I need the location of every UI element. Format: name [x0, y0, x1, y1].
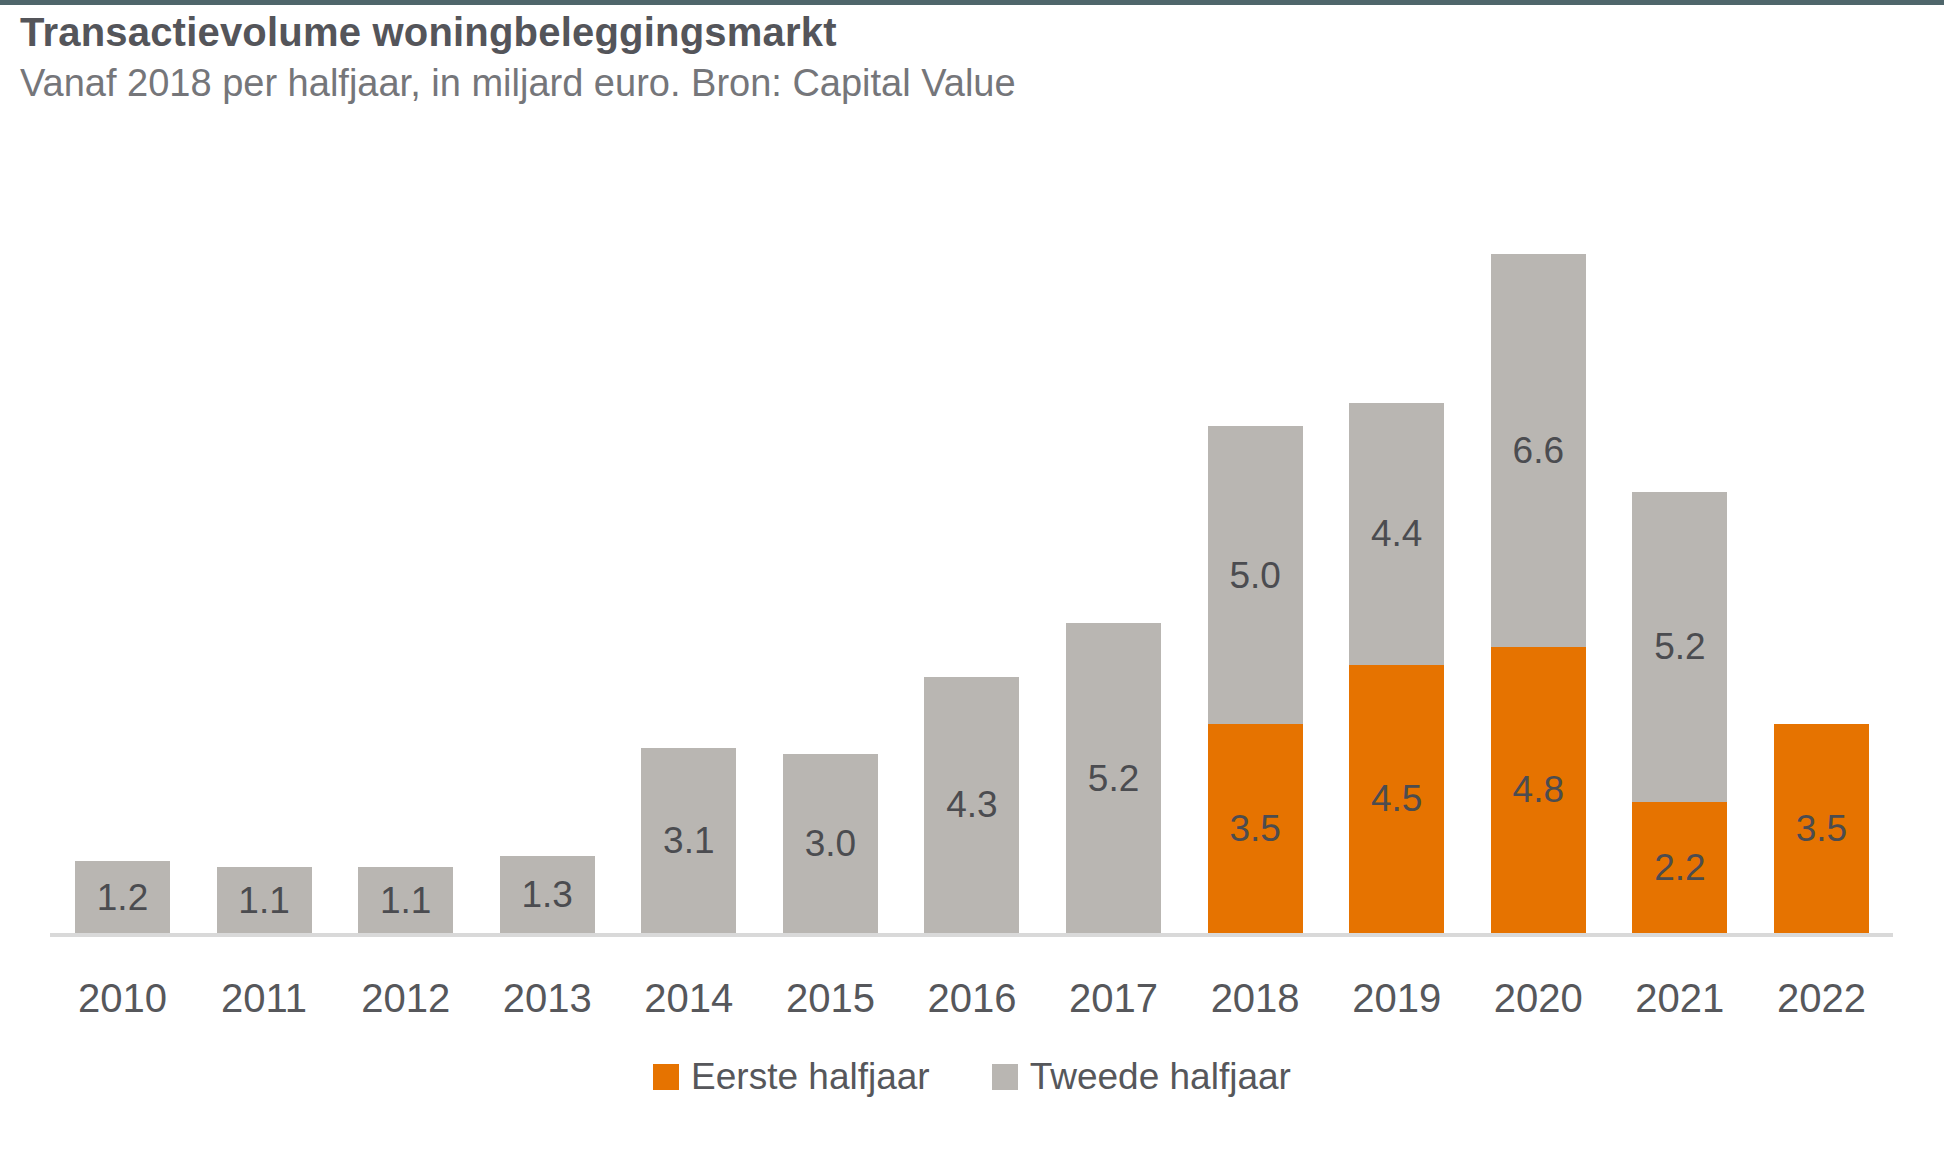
bar-segment-2017: 5.2 — [1066, 623, 1161, 933]
x-axis-label-2015: 2015 — [783, 972, 878, 1024]
x-axis-label-2011: 2011 — [217, 972, 312, 1024]
bar-2020: 4.8 6.6 — [1491, 254, 1586, 933]
bar-value-label: 4.8 — [1513, 771, 1564, 808]
bar-segment-2021: 5.2 — [1632, 492, 1727, 802]
chart-subtitle: Vanaf 2018 per halfjaar, in miljard euro… — [20, 62, 1016, 105]
legend-label-tweede-halfjaar: Tweede halfjaar — [1030, 1056, 1291, 1098]
bar-chart-plot-area: 1.2 1.1 1.1 1.3 3.1 3.0 4.3 5.2 3.5 5.0 4.5 4.4 4.8 6… — [75, 254, 1869, 933]
bar-value-label: 1.1 — [380, 882, 431, 919]
bar-value-label: 1.3 — [522, 876, 573, 913]
x-axis-label-2020: 2020 — [1491, 972, 1586, 1024]
bar-2013: 1.3 — [500, 856, 595, 933]
bar-segment-2019: 4.5 — [1349, 665, 1444, 933]
legend-swatch-tweede-halfjaar-icon — [992, 1064, 1018, 1090]
x-axis-label-2021: 2021 — [1632, 972, 1727, 1024]
x-axis-label-2022: 2022 — [1774, 972, 1869, 1024]
bar-value-label: 3.5 — [1796, 810, 1847, 847]
x-axis-label-2010: 2010 — [75, 972, 170, 1024]
bar-segment-2014: 3.1 — [641, 748, 736, 933]
bar-segment-2015: 3.0 — [783, 754, 878, 933]
bar-segment-2020: 4.8 — [1491, 647, 1586, 933]
bar-segment-2018: 5.0 — [1208, 426, 1303, 724]
legend-item-tweede-halfjaar: Tweede halfjaar — [992, 1056, 1291, 1098]
bar-segment-2013: 1.3 — [500, 856, 595, 933]
bar-value-label: 5.0 — [1229, 557, 1280, 594]
bar-segment-2021: 2.2 — [1632, 802, 1727, 933]
bar-segment-2011: 1.1 — [217, 867, 312, 933]
bar-value-label: 1.2 — [97, 879, 148, 916]
x-axis-label-2014: 2014 — [641, 972, 736, 1024]
bar-value-label: 1.1 — [238, 882, 289, 919]
bar-2017: 5.2 — [1066, 623, 1161, 933]
bar-2014: 3.1 — [641, 748, 736, 933]
chart-legend: Eerste halfjaar Tweede halfjaar — [0, 1056, 1944, 1098]
bar-value-label: 3.1 — [663, 822, 714, 859]
legend-item-eerste-halfjaar: Eerste halfjaar — [653, 1056, 930, 1098]
bar-2018: 3.5 5.0 — [1208, 426, 1303, 933]
bar-2012: 1.1 — [358, 867, 453, 933]
bar-2015: 3.0 — [783, 754, 878, 933]
bar-2010: 1.2 — [75, 861, 170, 933]
bar-2022: 3.5 — [1774, 724, 1869, 933]
chart-title: Transactievolume woningbeleggingsmarkt — [20, 10, 837, 55]
bar-segment-2010: 1.2 — [75, 861, 170, 933]
x-axis-label-2018: 2018 — [1208, 972, 1303, 1024]
bar-segment-2016: 4.3 — [924, 677, 1019, 933]
x-axis-label-2019: 2019 — [1349, 972, 1444, 1024]
bar-value-label: 2.2 — [1654, 849, 1705, 886]
bar-value-label: 5.2 — [1654, 628, 1705, 665]
x-axis-line — [50, 933, 1893, 937]
bar-segment-2019: 4.4 — [1349, 403, 1444, 665]
x-axis-labels: 2010 2011 2012 2013 2014 2015 2016 2017 2018 2019… — [75, 972, 1869, 1024]
bar-segment-2012: 1.1 — [358, 867, 453, 933]
bar-segment-2022: 3.5 — [1774, 724, 1869, 933]
bar-value-label: 3.0 — [805, 825, 856, 862]
x-axis-label-2017: 2017 — [1066, 972, 1161, 1024]
x-axis-label-2016: 2016 — [924, 972, 1019, 1024]
x-axis-label-2013: 2013 — [500, 972, 595, 1024]
legend-label-eerste-halfjaar: Eerste halfjaar — [691, 1056, 930, 1098]
bar-value-label: 5.2 — [1088, 760, 1139, 797]
bar-2016: 4.3 — [924, 677, 1019, 933]
bar-value-label: 6.6 — [1513, 432, 1564, 469]
bar-value-label: 4.3 — [946, 786, 997, 823]
bar-value-label: 3.5 — [1229, 810, 1280, 847]
bar-segment-2018: 3.5 — [1208, 724, 1303, 933]
top-accent-bar — [0, 0, 1944, 5]
bar-segment-2020: 6.6 — [1491, 254, 1586, 647]
bar-2021: 2.2 5.2 — [1632, 492, 1727, 933]
legend-swatch-eerste-halfjaar-icon — [653, 1064, 679, 1090]
bar-value-label: 4.4 — [1371, 515, 1422, 552]
bar-2011: 1.1 — [217, 867, 312, 933]
bar-2019: 4.5 4.4 — [1349, 403, 1444, 933]
x-axis-label-2012: 2012 — [358, 972, 453, 1024]
bar-value-label: 4.5 — [1371, 780, 1422, 817]
